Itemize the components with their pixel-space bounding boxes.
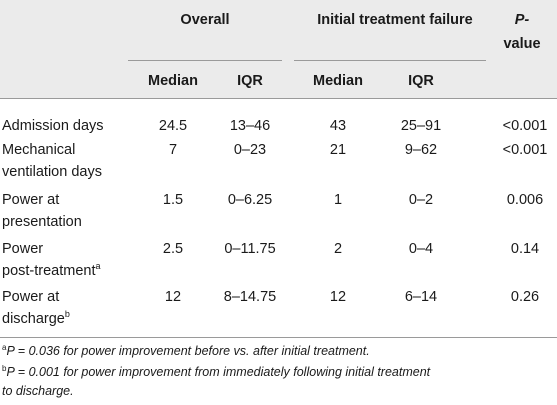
cell-failure-iqr: 25–91 [400,118,442,134]
footnote-marker: a [95,261,101,271]
cell-failure-median: 1 [333,192,343,208]
cell-p-value: 0.006 [506,192,544,208]
overall-underline [128,60,282,61]
footnote-b-line2: to discharge. [2,383,74,400]
cell-overall-iqr: 0–11.75 [224,241,276,257]
row-label: Admission days [2,118,104,134]
cell-p-value: 0.14 [510,241,540,257]
row-label-line1: Mechanical [2,142,76,158]
cell-overall-median: 24.5 [158,118,188,134]
cell-failure-iqr: 0–2 [408,192,434,208]
header-bottom-rule [0,98,557,99]
header-p-value-line2: value [503,36,541,52]
cell-failure-iqr: 9–62 [404,142,438,158]
footnote-b-text-cont: to discharge. [2,384,74,398]
header-failure-iqr: IQR [408,73,434,89]
row-label-text: discharge [2,311,65,327]
row-label-line2: dischargeb [2,310,70,328]
cell-overall-iqr: 8–14.75 [223,289,277,305]
cell-overall-iqr: 13–46 [229,118,271,134]
cell-failure-iqr: 0–4 [408,241,434,257]
header-failure-median: Median [313,73,363,89]
header-overall: Overall [180,12,230,28]
row-label-line1: Power at [2,289,60,305]
cell-p-value: <0.001 [502,142,548,158]
cell-overall-iqr: 0–23 [233,142,267,158]
cell-overall-median: 7 [168,142,178,158]
row-label-line1: Power [2,241,44,257]
row-label-text: post-treatment [2,263,96,279]
footnote-a-marker: a [2,343,7,352]
cell-overall-median: 12 [164,289,182,305]
header-p-value-line1: P- [514,12,530,28]
header-initial-treatment-failure: Initial treatment failure [317,12,473,28]
footnote-b-text: P = 0.001 for power improvement from imm… [6,365,431,379]
cell-failure-median: 21 [329,142,347,158]
table-header-background [0,0,557,98]
cell-failure-median: 12 [329,289,347,305]
cell-p-value: <0.001 [502,118,548,134]
footnote-a-text: P = 0.036 for power improvement before v… [6,344,370,358]
cell-overall-median: 1.5 [162,192,184,208]
row-label-line2: presentation [2,214,82,230]
footnote-b-line1: bP = 0.001 for power improvement from im… [2,364,430,381]
footnote-a: aP = 0.036 for power improvement before … [2,343,370,360]
failure-underline [294,60,486,61]
footnote-marker: b [64,309,70,319]
cell-overall-median: 2.5 [162,241,184,257]
row-label-line1: Power at [2,192,60,208]
row-label-line2: post-treatmenta [2,262,101,280]
footnote-b-marker: b [2,364,7,373]
cell-failure-median: 2 [333,241,343,257]
cell-failure-median: 43 [329,118,347,134]
table-bottom-rule [0,337,557,338]
row-label-line2: ventilation days [2,164,102,180]
cell-failure-iqr: 6–14 [404,289,438,305]
header-overall-iqr: IQR [237,73,263,89]
cell-p-value: 0.26 [510,289,540,305]
cell-overall-iqr: 0–6.25 [227,192,273,208]
header-overall-median: Median [148,73,198,89]
